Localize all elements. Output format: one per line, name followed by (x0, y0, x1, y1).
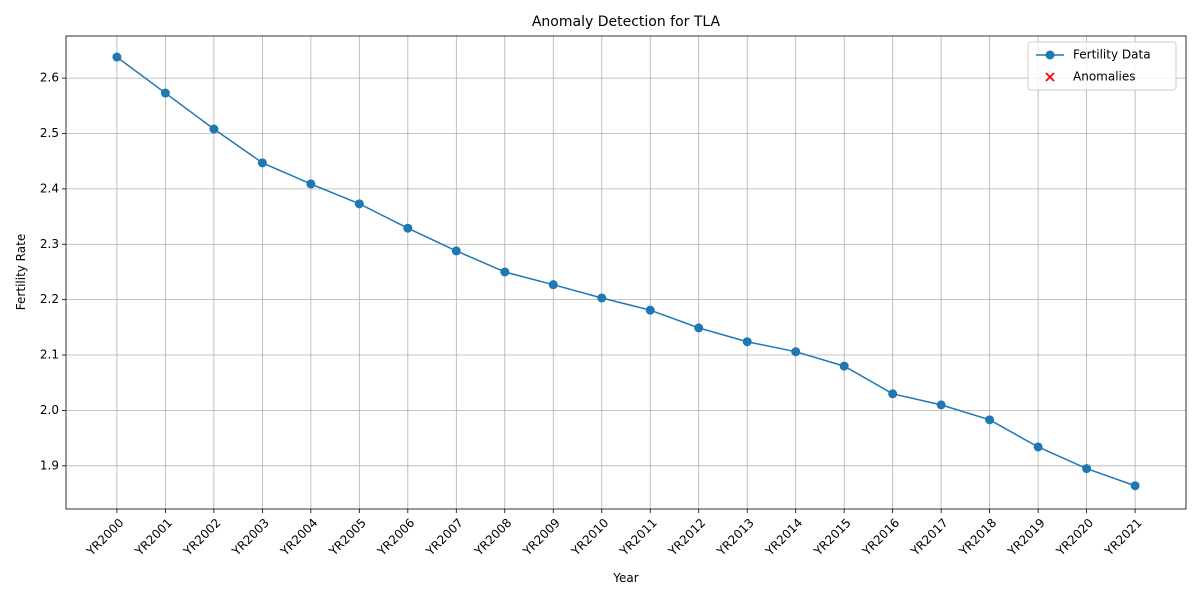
marker (112, 52, 122, 62)
marker (791, 347, 801, 357)
x-tick-label: YR2007 (423, 516, 466, 559)
x-axis-label: Year (612, 571, 638, 585)
marker (500, 267, 510, 277)
x-tick-label: YR2021 (1101, 516, 1144, 559)
marker (742, 337, 752, 347)
series-line (116, 56, 1136, 487)
x-tick-label: YR2019 (1004, 516, 1047, 559)
plot-frame (65, 35, 1187, 510)
x-tick-label: YR2016 (859, 516, 902, 559)
marker (1045, 72, 1055, 82)
legend-label: Fertility Data (1073, 48, 1151, 62)
x-tick-label: YR2018 (956, 516, 999, 559)
marker (839, 361, 849, 371)
x-tick-label: YR2012 (665, 516, 708, 559)
x-tick-label: YR2013 (714, 516, 757, 559)
y-tick-label: 2.0 (40, 403, 59, 417)
marker (1033, 442, 1043, 452)
marker (1130, 481, 1140, 491)
x-tick-label: YR2011 (617, 516, 660, 559)
chart-title: Anomaly Detection for TLA (532, 14, 721, 30)
x-tick-label: YR2006 (374, 516, 417, 559)
y-tick-label: 2.2 (40, 292, 59, 306)
x-tick-label: YR2017 (907, 516, 950, 559)
marker (936, 400, 946, 410)
marker-x (1045, 72, 1055, 82)
marker (597, 293, 607, 303)
y-tick-label: 2.6 (40, 71, 59, 85)
marker (160, 88, 170, 98)
marker (694, 323, 704, 333)
marker (451, 246, 461, 256)
marker (645, 305, 655, 315)
marker (1045, 50, 1055, 60)
x-tick-label: YR2020 (1053, 516, 1096, 559)
x-tick-label: YR2001 (132, 516, 175, 559)
y-axis-label: Fertility Rate (14, 234, 28, 310)
x-tick-label: YR2008 (471, 516, 514, 559)
marker (1082, 464, 1092, 474)
y-tick-label: 2.3 (40, 237, 59, 251)
legend-label: Anomalies (1073, 70, 1136, 84)
x-tick-label: YR2009 (520, 516, 563, 559)
x-tick-label: YR2004 (277, 516, 320, 559)
legend-box (1027, 41, 1177, 91)
marker (888, 389, 898, 399)
y-tick-label: 2.5 (40, 126, 59, 140)
marker (306, 179, 316, 189)
x-tick-label: YR2005 (326, 516, 369, 559)
x-tick-label: YR2010 (568, 516, 611, 559)
x-tick-label: YR2014 (762, 516, 805, 559)
marker (354, 199, 364, 209)
marker (209, 124, 219, 134)
x-tick-label: YR2003 (229, 516, 272, 559)
y-tick-label: 2.1 (40, 348, 59, 362)
x-tick-label: YR2015 (810, 516, 853, 559)
marker (257, 158, 267, 168)
marker (985, 415, 995, 425)
y-tick-label: 2.4 (40, 181, 59, 195)
marker (548, 280, 558, 290)
x-tick-label: YR2000 (83, 516, 126, 559)
marker (403, 223, 413, 233)
y-tick-label: 1.9 (40, 458, 59, 472)
x-tick-label: YR2002 (180, 516, 223, 559)
